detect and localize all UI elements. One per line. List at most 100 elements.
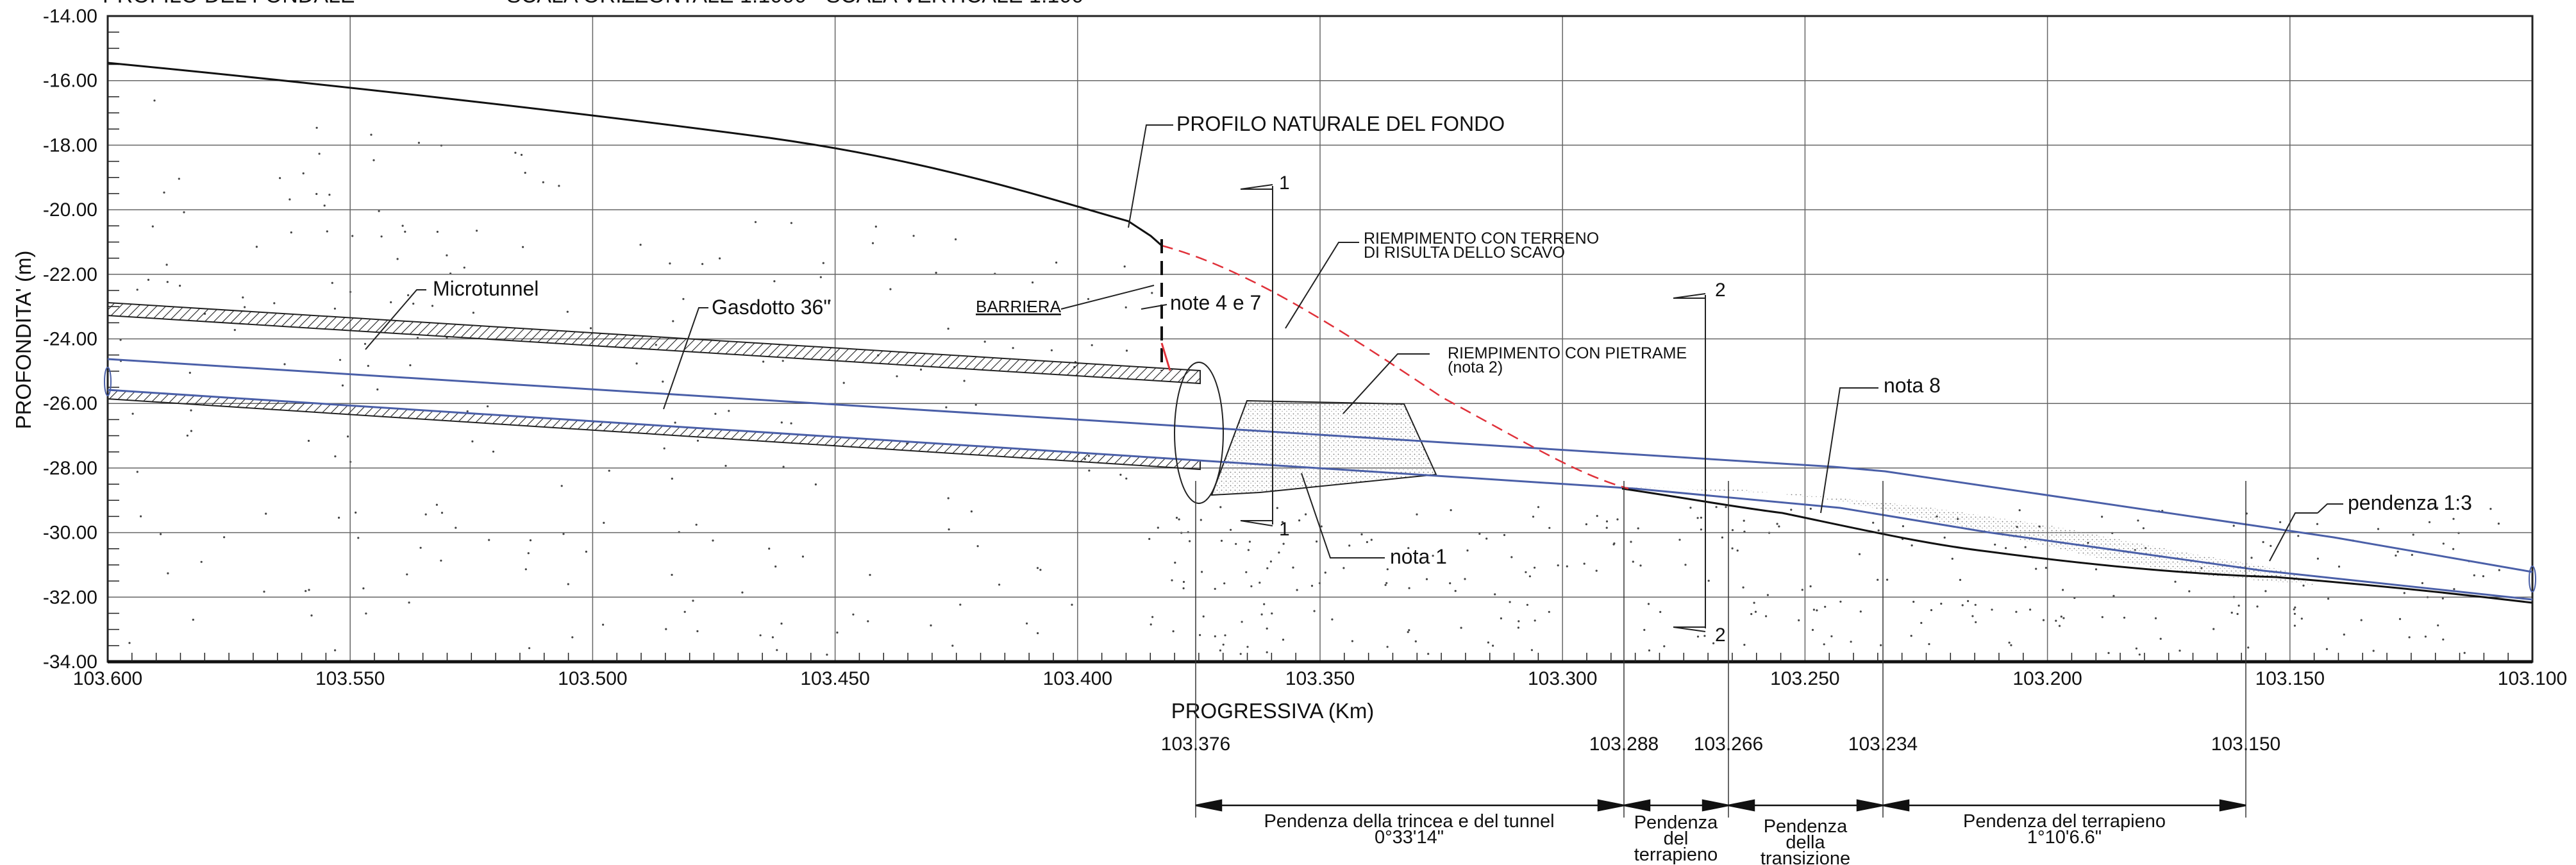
- soil-dot: [1247, 549, 1250, 551]
- soil-dot: [762, 360, 765, 363]
- label-riempimento-terreno-2: DI RISULTA DELLO SCAVO: [1364, 244, 1565, 262]
- soil-dot: [948, 528, 950, 531]
- soil-dot: [871, 242, 874, 244]
- label-note-4-e-7: note 4 e 7: [1170, 291, 1261, 314]
- soil-dot: [2256, 605, 2259, 608]
- soil-dot: [1199, 634, 1201, 637]
- soil-dot: [1940, 602, 1943, 605]
- soil-dot: [417, 142, 421, 144]
- soil-dot: [2232, 525, 2235, 527]
- soil-dot: [1408, 587, 1410, 589]
- soil-dot: [1816, 609, 1818, 612]
- soil-dot: [867, 620, 869, 623]
- soil-dot: [2230, 611, 2233, 614]
- soil-dot: [404, 230, 406, 233]
- reconstructed-seabed-line: [1621, 487, 2533, 604]
- soil-dot: [2453, 588, 2455, 591]
- soil-dot: [347, 435, 349, 438]
- section-1-bottom-label: 1: [1279, 519, 1290, 540]
- section-marker-1: 1 1: [1240, 172, 1290, 540]
- soil-dot: [1214, 587, 1216, 591]
- soil-dot: [801, 555, 804, 558]
- soil-dot: [1877, 578, 1879, 581]
- soil-dot: [2107, 651, 2110, 655]
- soil-dot: [947, 497, 949, 500]
- chainage-label: 103.288: [1589, 734, 1659, 755]
- soil-dot: [341, 384, 344, 387]
- soil-dot: [160, 533, 162, 535]
- soil-dot: [1310, 585, 1314, 587]
- soil-dot: [1026, 305, 1029, 307]
- soil-dot: [446, 254, 448, 256]
- soil-dot: [1967, 600, 1970, 603]
- soil-dot: [190, 430, 192, 432]
- soil-dot: [2123, 616, 2126, 619]
- soil-dot: [826, 653, 828, 656]
- soil-dot: [1366, 541, 1368, 544]
- soil-dot: [782, 466, 785, 468]
- soil-dot: [589, 327, 592, 330]
- soil-dot: [2135, 647, 2137, 650]
- soil-dot: [242, 296, 244, 299]
- soil-dot: [1830, 635, 1833, 637]
- soil-dot: [2327, 598, 2330, 600]
- soil-dot: [370, 133, 372, 136]
- soil-dot: [1494, 593, 1496, 596]
- soil-dot: [1880, 644, 1882, 646]
- soil-dot: [1125, 349, 1128, 352]
- soil-dot: [1548, 526, 1551, 529]
- soil-dot: [1630, 541, 1632, 543]
- soil-dot: [1157, 526, 1159, 529]
- soil-dot: [192, 618, 194, 621]
- soil-dot: [1809, 585, 1812, 588]
- soil-dot: [487, 405, 489, 408]
- soil-dot: [1246, 646, 1249, 648]
- soil-dot: [1910, 635, 1912, 637]
- soil-dot: [378, 210, 380, 212]
- soil-dot: [1776, 523, 1778, 525]
- soil-dot: [1088, 469, 1091, 472]
- soil-dot: [520, 153, 523, 156]
- soil-dot: [1994, 543, 1996, 546]
- soil-dot: [1408, 629, 1410, 632]
- soil-dot: [771, 636, 774, 639]
- label-nota-1: nota 1: [1390, 545, 1447, 568]
- x-axis-title: PROGRESSIVA (Km): [1171, 699, 1375, 723]
- soil-dot: [2179, 650, 2181, 652]
- y-tick-label: -30.00: [43, 523, 97, 544]
- soil-dot: [440, 512, 444, 514]
- soil-dot: [1663, 645, 1666, 648]
- soil-dot: [1269, 560, 1272, 563]
- soil-dot: [959, 603, 962, 606]
- soil-dot: [1754, 610, 1757, 613]
- soil-dot: [1012, 347, 1014, 349]
- soil-dot: [2174, 580, 2177, 583]
- y-axis-title: PROFONDITA' (m): [12, 251, 35, 430]
- transizione-line3: transizione: [1761, 848, 1850, 865]
- soil-dot: [2412, 533, 2414, 536]
- soil-dot: [741, 591, 744, 594]
- leader-lines: [365, 124, 2343, 562]
- soil-dot: [440, 559, 442, 562]
- soil-dot: [357, 537, 360, 539]
- soil-dot: [2452, 517, 2455, 520]
- y-tick-label: -14.00: [43, 6, 97, 27]
- soil-dot: [1071, 603, 1073, 606]
- soil-dot: [492, 450, 495, 453]
- soil-dot: [1384, 584, 1387, 586]
- soil-dot: [1125, 306, 1127, 308]
- soil-dot: [1743, 519, 1745, 522]
- soil-dot: [1824, 605, 1827, 608]
- soil-dot: [409, 364, 412, 367]
- soil-dot: [1416, 513, 1418, 516]
- soil-dot: [639, 244, 642, 246]
- soil-dot: [1182, 580, 1185, 584]
- chainage-label: 103.234: [1848, 734, 1918, 755]
- y-tick-label: -20.00: [43, 199, 97, 221]
- gasdotto-pipe-top: [107, 358, 2533, 573]
- soil-dot: [396, 258, 399, 260]
- trincea-slope-line1: Pendenza della trincea e del tunnel: [1264, 811, 1554, 832]
- barrier-red-mark: [1160, 342, 1171, 371]
- soil-dot: [1700, 528, 1702, 531]
